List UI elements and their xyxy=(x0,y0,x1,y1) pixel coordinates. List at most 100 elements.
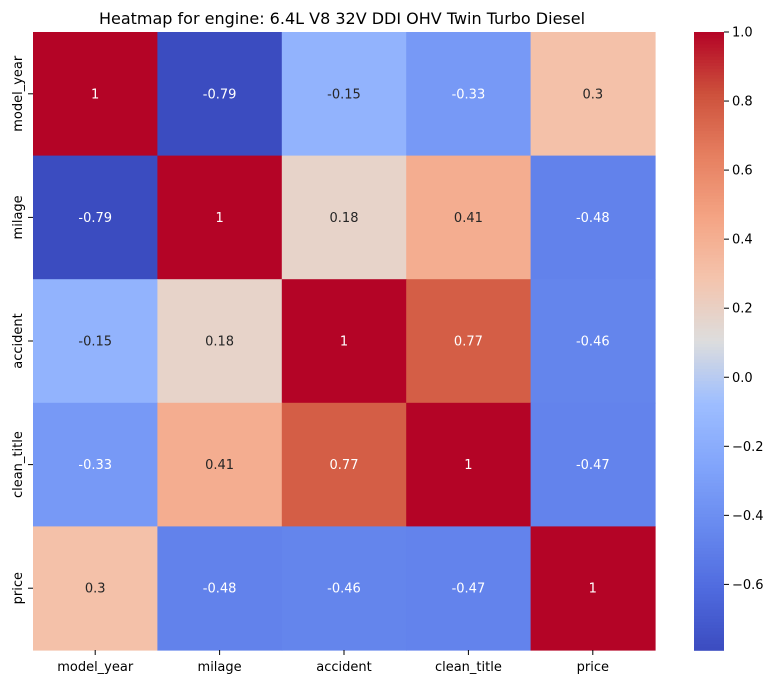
colorbar-strip xyxy=(694,371,724,376)
colorbar-strip xyxy=(694,480,724,484)
colorbar-strip xyxy=(694,498,724,503)
heatmap-cell xyxy=(157,402,283,527)
colorbar-strip xyxy=(694,612,724,617)
colorbar-strip xyxy=(694,597,724,602)
colorbar-strip xyxy=(694,452,724,457)
x-tick-label: accident xyxy=(316,660,371,675)
heatmap-cell xyxy=(33,279,158,404)
colorbar-strip xyxy=(694,359,724,364)
colorbar-strip xyxy=(694,517,724,522)
colorbar-strip xyxy=(694,609,724,614)
colorbar-strip xyxy=(694,291,724,296)
colorbar-strip xyxy=(694,99,724,104)
colorbar-strip xyxy=(694,93,724,98)
colorbar-strip xyxy=(694,96,724,101)
colorbar-strip xyxy=(694,226,724,231)
colorbar-strip xyxy=(694,430,724,435)
colorbar-tick-label: 0.6 xyxy=(732,164,753,179)
heatmap-cell xyxy=(157,279,283,404)
colorbar-strip xyxy=(694,634,724,639)
heatmap-cell-label: 1 xyxy=(464,458,472,473)
colorbar-strip xyxy=(694,458,724,463)
colorbar-strip xyxy=(694,127,724,132)
colorbar-strip xyxy=(694,47,724,52)
colorbar-tick-label: 0.2 xyxy=(732,302,753,317)
colorbar-strip xyxy=(694,588,724,593)
colorbar-strip xyxy=(694,260,724,265)
heatmap-cell-label: 1 xyxy=(340,335,348,350)
colorbar-strip xyxy=(694,297,724,302)
colorbar-strip xyxy=(694,62,724,67)
colorbar-strip xyxy=(694,143,724,148)
heatmap-cell-label: -0.15 xyxy=(327,87,361,102)
y-tick-label: milage xyxy=(11,195,26,239)
heatmap-cell-label: 0.3 xyxy=(85,582,106,597)
colorbar-strip xyxy=(694,334,724,339)
heatmap-cell xyxy=(530,155,656,280)
colorbar-strip xyxy=(694,87,724,92)
colorbar-strip xyxy=(694,118,724,123)
colorbar-strip xyxy=(694,387,724,392)
x-tick-label: price xyxy=(577,660,609,675)
colorbar-strip xyxy=(694,103,724,107)
colorbar-strip xyxy=(694,41,724,46)
colorbar-strip xyxy=(694,405,724,410)
colorbar-strip xyxy=(694,637,724,642)
colorbar-strip xyxy=(694,446,724,450)
colorbar-strip xyxy=(694,544,724,549)
colorbar-strip xyxy=(694,167,724,172)
heatmap-cell-label: 1 xyxy=(589,582,597,597)
colorbar-strip xyxy=(694,486,724,491)
colorbar-strip xyxy=(694,557,724,562)
heatmap-cell xyxy=(530,279,656,404)
colorbar-strip xyxy=(694,322,724,327)
colorbar-strip xyxy=(694,248,724,253)
colorbar-strip xyxy=(694,164,724,169)
colorbar-strip xyxy=(694,195,724,200)
colorbar-strip xyxy=(694,183,724,188)
colorbar-strip xyxy=(694,266,724,271)
colorbar-strip xyxy=(694,109,724,114)
heatmap-cell xyxy=(281,402,407,527)
colorbar-strip xyxy=(694,217,724,222)
colorbar-strip xyxy=(694,378,724,382)
colorbar-strip xyxy=(694,276,724,280)
colorbar-strip xyxy=(694,622,724,627)
colorbar-strip xyxy=(694,285,724,290)
colorbar-strip xyxy=(694,467,724,472)
colorbar-strip xyxy=(694,374,724,379)
colorbar-strip xyxy=(694,38,724,43)
colorbar-strip xyxy=(694,393,724,398)
colorbar-tick-label: −0.2 xyxy=(732,440,764,455)
colorbar-strip xyxy=(694,155,724,160)
colorbar-strip xyxy=(694,300,724,305)
colorbar-strip xyxy=(694,520,724,525)
colorbar-strip xyxy=(694,572,724,577)
colorbar-strip xyxy=(694,251,724,256)
colorbar-strip xyxy=(694,421,724,426)
heatmap-cell-label: -0.48 xyxy=(576,211,610,226)
heatmap-cell-label: -0.47 xyxy=(576,458,610,473)
colorbar-strip xyxy=(694,269,724,274)
colorbar-strip xyxy=(694,106,724,111)
colorbar-strip xyxy=(694,350,724,355)
heatmap-cell xyxy=(406,32,532,157)
heatmap-cell xyxy=(281,526,407,651)
x-tick-label: milage xyxy=(198,660,242,675)
x-tick-label: clean_title xyxy=(435,660,502,675)
colorbar-strip xyxy=(694,483,724,488)
colorbar-strip xyxy=(694,161,724,166)
colorbar-strip xyxy=(694,137,724,141)
heatmap-cell-label: 1 xyxy=(215,211,223,226)
colorbar-strip xyxy=(694,504,724,509)
colorbar-strip xyxy=(694,220,724,225)
colorbar-strip xyxy=(694,140,724,145)
colorbar-strip xyxy=(694,514,724,518)
colorbar-strip xyxy=(694,310,724,314)
heatmap-cell-label: 0.3 xyxy=(582,87,603,102)
colorbar-strip xyxy=(694,591,724,596)
colorbar-strip xyxy=(694,56,724,61)
colorbar-strip xyxy=(694,396,724,401)
colorbar-strip xyxy=(694,619,724,623)
colorbar-strip xyxy=(694,235,724,240)
